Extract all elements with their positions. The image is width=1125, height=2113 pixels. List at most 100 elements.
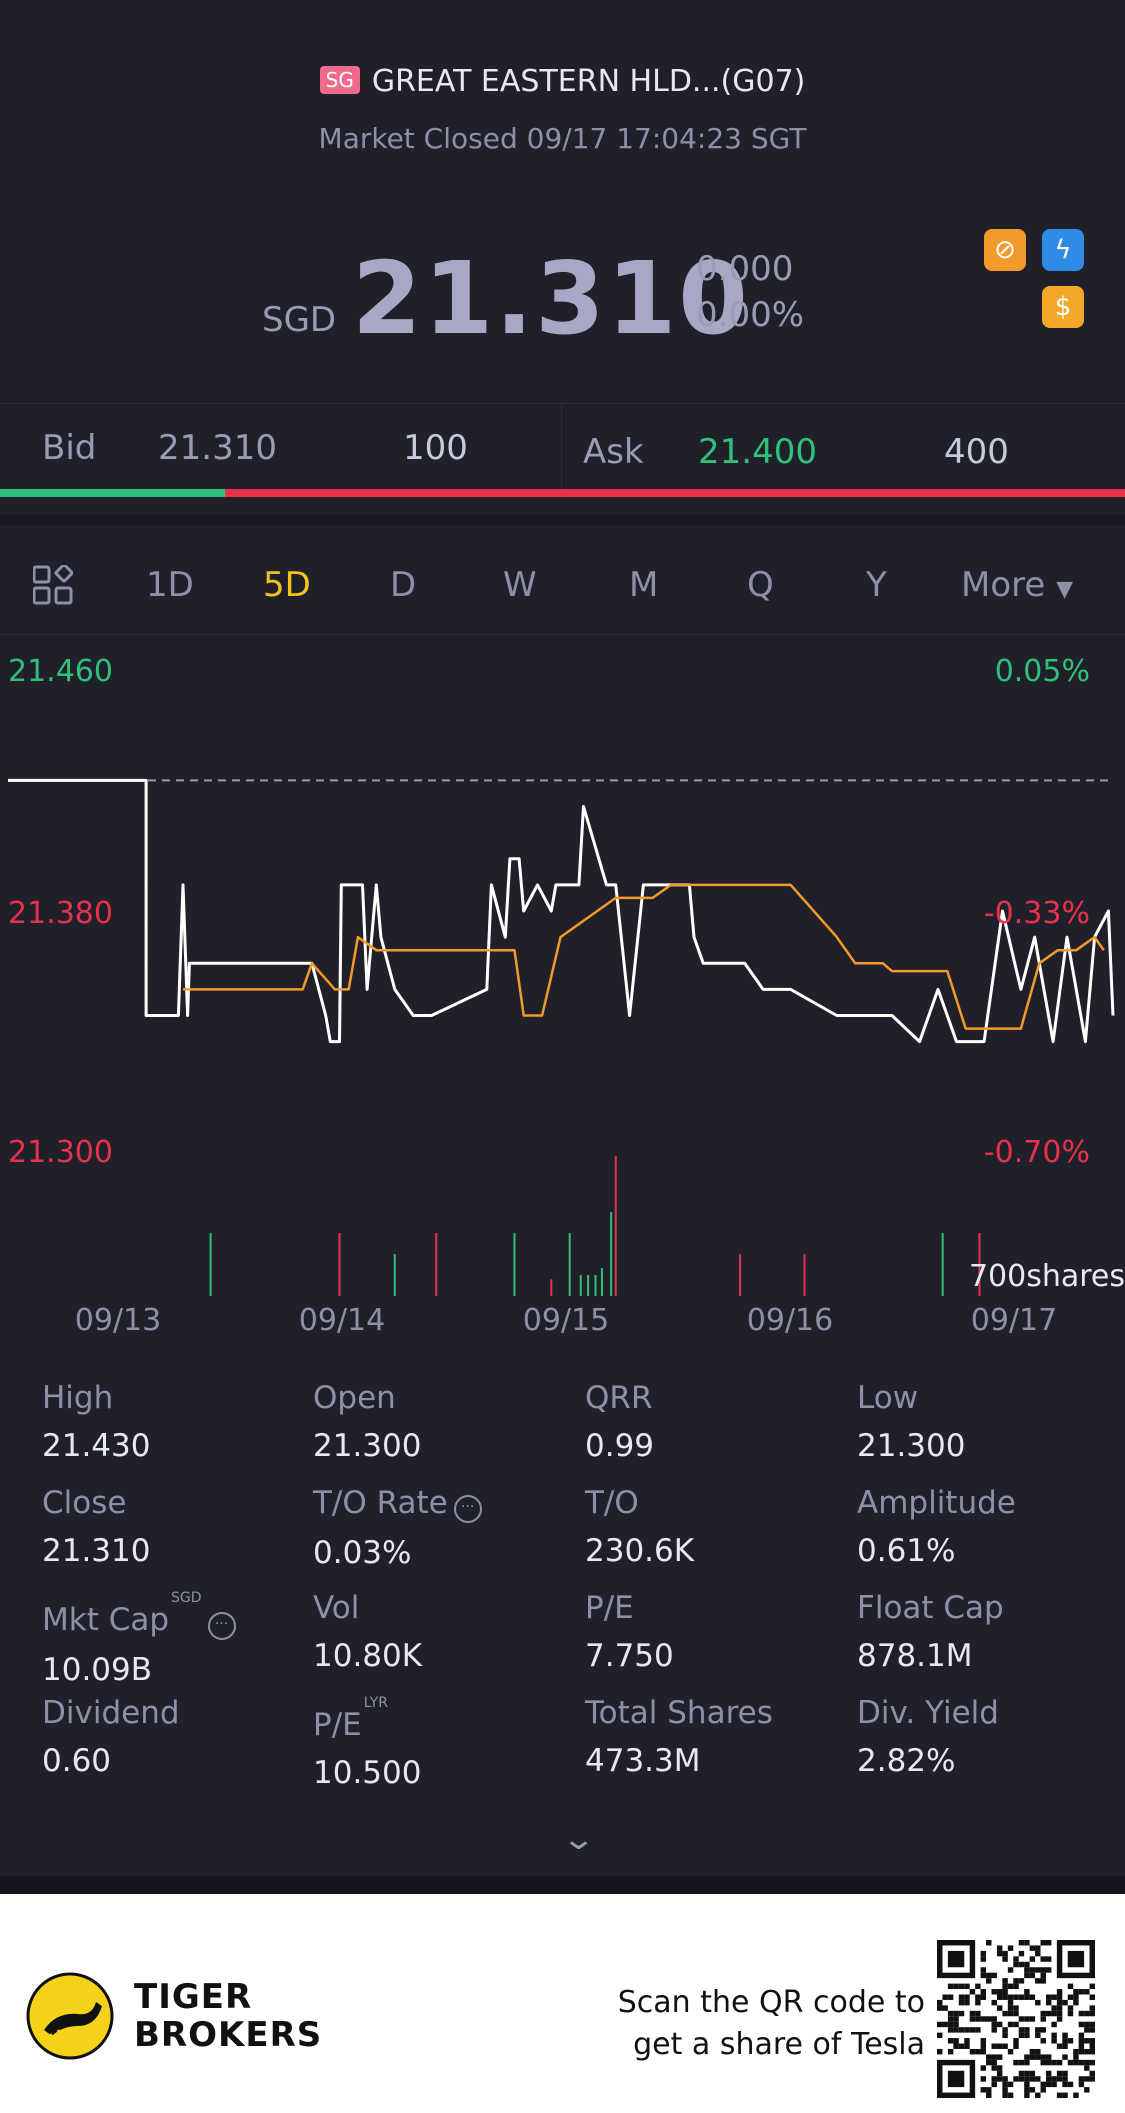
stat-p-e: P/ELYR 10.500 (313, 1695, 573, 1791)
tab-w[interactable]: W (503, 565, 537, 605)
promo-footer: TIGER BROKERS Scan the QR code to get a … (0, 1876, 1125, 2113)
stat-label: Dividend (42, 1695, 302, 1731)
tab-q[interactable]: Q (747, 565, 774, 605)
info-icon[interactable]: ··· (453, 1495, 482, 1523)
stat-label-text: Low (857, 1380, 919, 1416)
stat-label-text: P/E (585, 1590, 634, 1626)
quote-header: SG GREAT EASTERN HLD...(G07) Market Close… (0, 0, 1125, 400)
stat-value: 0.60 (42, 1743, 112, 1779)
x-axis-label: 09/14 (299, 1303, 385, 1336)
last-price: 21.310 (352, 240, 750, 357)
bid-ask-ratio-bar (0, 489, 1125, 497)
dollar-icon[interactable]: $ (1042, 286, 1084, 328)
price-change: 0.000 0.00% (696, 246, 804, 338)
y-axis-left-label: 21.460 (8, 654, 113, 689)
stat-vol: Vol 10.80K (313, 1590, 573, 1674)
stat-label-text: Total Shares (585, 1695, 773, 1731)
lightning-icon[interactable]: ϟ (1042, 229, 1084, 271)
stat-value: 0.99 (585, 1428, 655, 1464)
y-axis-right-label: 0.05% (995, 654, 1090, 689)
stat-label-text: Vol (313, 1590, 360, 1626)
tab-5d[interactable]: 5D (263, 565, 311, 605)
stat-total-shares: Total Shares 473.3M (585, 1695, 845, 1779)
stat-label-text: T/O Rate (313, 1485, 448, 1521)
stat-value: 0.61% (857, 1533, 956, 1569)
stat-open: Open 21.300 (313, 1380, 573, 1464)
caret-down-icon: ▼ (1056, 577, 1074, 602)
tab-1d[interactable]: 1D (146, 565, 194, 605)
tab-m[interactable]: M (629, 565, 659, 605)
market-badge: SG (319, 66, 360, 94)
stock-name: GREAT EASTERN HLD...(G07) (371, 64, 806, 99)
stat-label-text: T/O (585, 1485, 639, 1521)
stat-superscript: LYR (363, 1695, 388, 1711)
stat-amplitude: Amplitude 0.61% (857, 1485, 1117, 1569)
market-status: Market Closed 09/17 17:04:23 SGT (318, 122, 807, 155)
stat-p-e: P/E 7.750 (585, 1590, 845, 1674)
stat-label: Low (857, 1380, 1117, 1416)
stat-value: 10.09B (42, 1652, 153, 1688)
tab-more-label[interactable]: More (961, 565, 1046, 605)
stat-label-text: Open (313, 1380, 396, 1416)
currency-label: SGD (262, 300, 337, 340)
period-tabs: 1D 5D D W M Q Y More ▼ (0, 515, 1125, 635)
bid-size: 100 (403, 428, 468, 468)
tab-more[interactable]: More ▼ (961, 565, 1073, 605)
qr-code[interactable] (937, 1940, 1095, 2098)
stat-value: 21.310 (42, 1533, 151, 1569)
stat-label-text: Mkt Cap (42, 1602, 170, 1638)
stat-label: Float Cap (857, 1590, 1117, 1626)
stat-label-text: Dividend (42, 1695, 180, 1731)
volume-label: 700shares (969, 1259, 1125, 1294)
layout-grid-icon[interactable] (33, 565, 73, 605)
stat-label: P/E (585, 1590, 845, 1626)
tiger-logo (26, 1972, 114, 2060)
stat-label: T/O Rate ··· (313, 1485, 573, 1523)
tab-d[interactable]: D (390, 565, 417, 605)
scan-line1: Scan the QR code to (617, 1985, 925, 2020)
info-icon[interactable]: ··· (207, 1612, 236, 1640)
stat-label-text: Div. Yield (857, 1695, 999, 1731)
change-value: 0.000 (696, 249, 794, 289)
stat-value: 2.82% (857, 1743, 956, 1779)
stat-label: T/O (585, 1485, 845, 1521)
series-average (183, 883, 1105, 1030)
stat-value: 230.6K (585, 1533, 695, 1569)
chevron-down-icon[interactable]: ⌄ (560, 1822, 597, 1857)
stat-mkt-cap: Mkt CapSGD ··· 10.09B (42, 1590, 302, 1688)
stat-label: Amplitude (857, 1485, 1117, 1521)
stat-label-text: Float Cap (857, 1590, 1004, 1626)
intraday-chart[interactable]: 21.460 21.380 21.300 0.05% -0.33% -0.70% 700sh… (0, 636, 1125, 1336)
change-percent: 0.00% (696, 295, 805, 335)
stat-div-yield: Div. Yield 2.82% (857, 1695, 1117, 1779)
stat-value: 473.3M (585, 1743, 701, 1779)
stat-qrr: QRR 0.99 (585, 1380, 845, 1464)
stat-high: High 21.430 (42, 1380, 302, 1464)
bid-label: Bid (42, 428, 97, 468)
stat-label: Mkt CapSGD ··· (42, 1590, 302, 1640)
stat-label: QRR (585, 1380, 845, 1416)
stat-label: Div. Yield (857, 1695, 1117, 1731)
stat-value: 10.80K (313, 1638, 423, 1674)
brand-line1: TIGER (134, 1977, 253, 2017)
stat-label: High (42, 1380, 302, 1416)
stat-label-text: High (42, 1380, 114, 1416)
tab-y[interactable]: Y (866, 565, 887, 605)
stat-label-text: Close (42, 1485, 127, 1521)
no-short-icon[interactable]: ⊘ (984, 229, 1026, 271)
x-axis-label: 09/13 (75, 1303, 161, 1336)
stats-grid: High 21.430 Open 21.300 QRR 0.99 Low 21.300 Clos… (0, 1380, 1125, 1880)
stat-label-text: QRR (585, 1380, 653, 1416)
stat-label: Close (42, 1485, 302, 1521)
stat-close: Close 21.310 (42, 1485, 302, 1569)
stock-title: SG GREAT EASTERN HLD...(G07) (0, 64, 1125, 99)
stat-float-cap: Float Cap 878.1M (857, 1590, 1117, 1674)
stat-value: 7.750 (585, 1638, 674, 1674)
y-axis-right-label: -0.70% (984, 1135, 1090, 1170)
stat-label: Open (313, 1380, 573, 1416)
stat-superscript: SGD (171, 1590, 202, 1606)
scan-text: Scan the QR code to get a share of Tesla (618, 1982, 925, 2066)
brand-name: TIGER BROKERS (134, 1978, 322, 2054)
chart-svg: 21.460 21.380 21.300 0.05% -0.33% -0.70% 700sh… (8, 654, 1125, 1336)
ask-size: 400 (944, 432, 1009, 472)
